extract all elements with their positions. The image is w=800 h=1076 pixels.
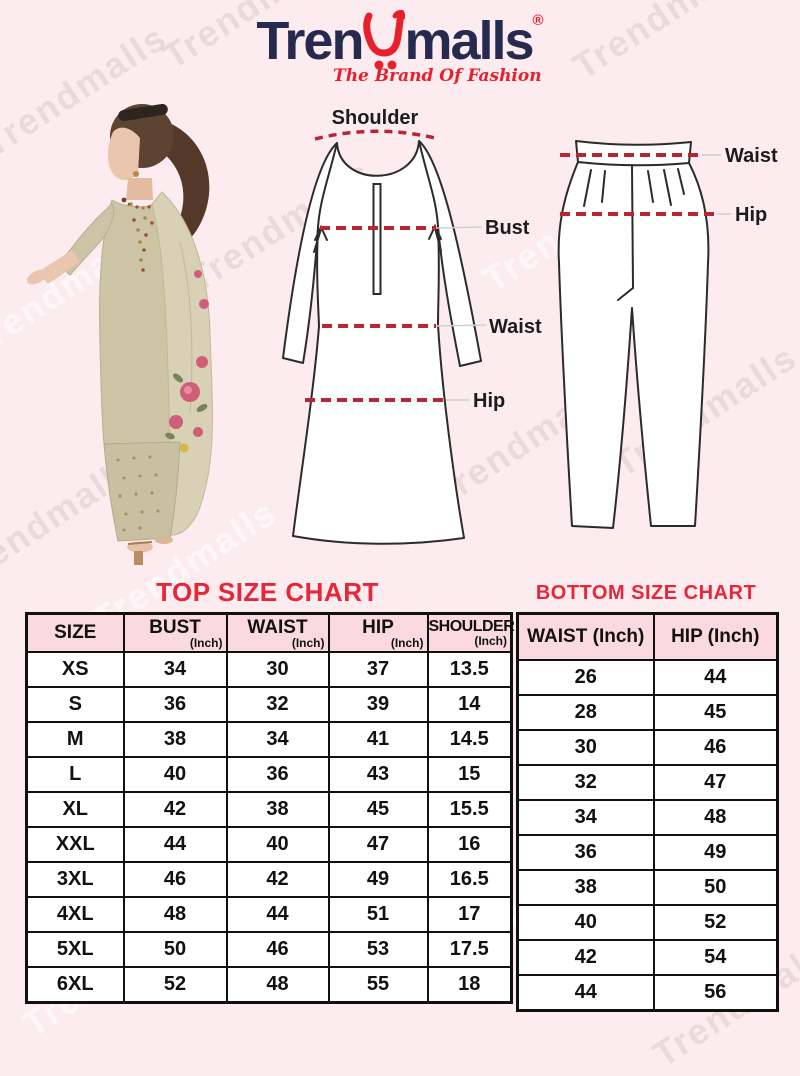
table-row: XXL 44 40 47 16 [25,826,513,863]
table-row: 3XL 46 42 49 16.5 [25,861,513,898]
model-photo [26,103,213,565]
bottom-chart-title: BOTTOM SIZE CHART [535,582,757,604]
bottom-size-chart-table: WAIST (Inch) HIP (Inch) 26 44 28 45 30 46 3… [516,612,779,1012]
kurti-waist-label: Waist [489,316,542,338]
table-row: 26 44 [516,659,779,696]
table-row: S 36 32 39 14 [25,686,513,723]
pants-hip-label: Hip [735,204,767,226]
brand-logo: Tren malls ® The Brand Of Fashion [0,10,800,86]
header-bottom-hip: HIP (Inch) [652,612,779,661]
header-hip: HIP (Inch) [327,612,429,653]
table-row: 5XL 50 46 53 17.5 [25,931,513,968]
table-header-row: SIZE BUST (Inch) WAIST (Inch) HIP (Inch) SH… [25,612,515,653]
table-row: 28 45 [516,694,779,731]
table-row: M 38 34 41 14.5 [25,721,513,758]
top-chart-title: TOP SIZE CHART [156,577,379,607]
table-row: 32 47 [516,764,779,801]
table-row: L 40 36 43 15 [25,756,513,793]
table-row: 36 49 [516,834,779,871]
logo-text-part2: malls [404,11,534,71]
table-row: 40 52 [516,904,779,941]
kurti-bust-label: Bust [485,217,530,239]
shopping-cart-icon [363,10,406,70]
logo-text-part1: Tren [256,11,364,71]
registered-mark: ® [532,12,544,29]
table-row: 6XL 52 48 55 18 [25,966,513,1004]
kurti-shoulder-label: Shoulder [332,107,419,129]
pants-waist-label: Waist [725,145,778,167]
kurti-diagram: Shoulder Bust Waist Hip [282,107,542,545]
header-waist: WAIST (Inch) [225,612,330,653]
header-size: SIZE [25,612,125,653]
table-header-row: WAIST (Inch) HIP (Inch) [516,612,779,661]
table-row: 30 46 [516,729,779,766]
brand-tagline: The Brand Of Fashion [333,66,542,86]
table-row: XL 42 38 45 15.5 [25,791,513,828]
table-row: 42 54 [516,939,779,976]
header-shoulder: SHOULDER (Inch) [426,612,515,653]
kurti-hip-label: Hip [473,390,505,412]
table-row: 38 50 [516,869,779,906]
top-size-chart-table: SIZE BUST (Inch) WAIST (Inch) HIP (Inch) SH… [25,612,515,1004]
pants-diagram: Waist Hip [557,140,778,529]
table-row: 34 48 [516,799,779,836]
table-row: 44 56 [516,974,779,1012]
header-bust: BUST (Inch) [122,612,228,653]
table-row: XS 34 30 37 13.5 [25,651,513,688]
header-bottom-waist: WAIST (Inch) [516,612,655,661]
table-row: 4XL 48 44 51 17 [25,896,513,933]
